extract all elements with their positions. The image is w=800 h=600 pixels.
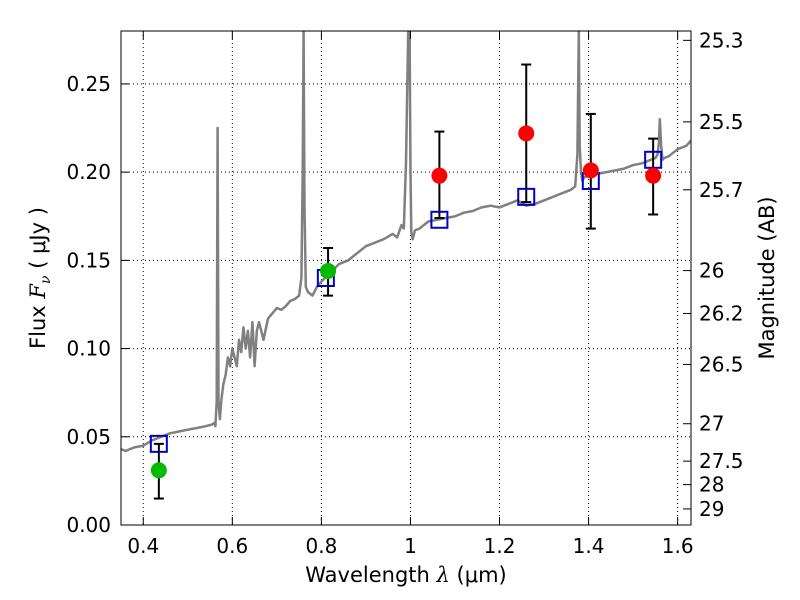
observed-point xyxy=(431,167,448,184)
observed-point xyxy=(582,162,599,179)
markers xyxy=(149,125,663,479)
observed-point xyxy=(320,262,337,279)
observed-point xyxy=(645,167,662,184)
x-axis-label: Wavelength λ (μm) xyxy=(305,563,506,587)
right-tick-label: 26.5 xyxy=(699,352,744,376)
x-tick-label: 1.2 xyxy=(484,534,516,558)
right-tick-label: 26 xyxy=(699,259,724,283)
right-tick-label: 25.7 xyxy=(699,178,744,202)
right-tick-label: 27.5 xyxy=(699,449,744,473)
x-tick-label: 0.4 xyxy=(127,534,159,558)
observed-point xyxy=(150,462,167,479)
axis-ticks: 0.4 0.6 0.8 1 1.2 1.4 1.6 0.00 0.05 0.10 0.15 0.20 0… xyxy=(66,28,743,558)
observed-point xyxy=(518,125,535,142)
x-tick-label: 0.6 xyxy=(216,534,248,558)
x-tick-label: 0.8 xyxy=(305,534,337,558)
y-tick-label: 0.25 xyxy=(66,72,111,96)
right-axis-label: Magnitude (AB) xyxy=(755,196,779,359)
right-tick-label: 29 xyxy=(699,497,724,521)
x-tick-label: 1.6 xyxy=(662,534,694,558)
x-tick-label: 1.4 xyxy=(573,534,605,558)
right-tick-label: 27 xyxy=(699,412,724,436)
y-axis-label: Flux Fν ( μJy ) xyxy=(26,207,54,349)
right-tick-label: 28 xyxy=(699,473,724,497)
model-square-marker xyxy=(430,210,449,229)
y-tick-label: 0.20 xyxy=(66,160,111,184)
model-square-marker xyxy=(149,434,168,453)
y-tick-label: 0.05 xyxy=(66,425,111,449)
x-tick-label: 1 xyxy=(404,534,417,558)
model-square-marker xyxy=(517,187,536,206)
y-tick-label: 0.00 xyxy=(66,513,111,537)
y-tick-label: 0.15 xyxy=(66,248,111,272)
right-tick-label: 25.3 xyxy=(699,28,744,52)
right-tick-label: 25.5 xyxy=(699,110,744,134)
y-tick-label: 0.10 xyxy=(66,337,111,361)
plot-frame xyxy=(120,30,692,526)
right-tick-label: 26.2 xyxy=(699,301,744,325)
